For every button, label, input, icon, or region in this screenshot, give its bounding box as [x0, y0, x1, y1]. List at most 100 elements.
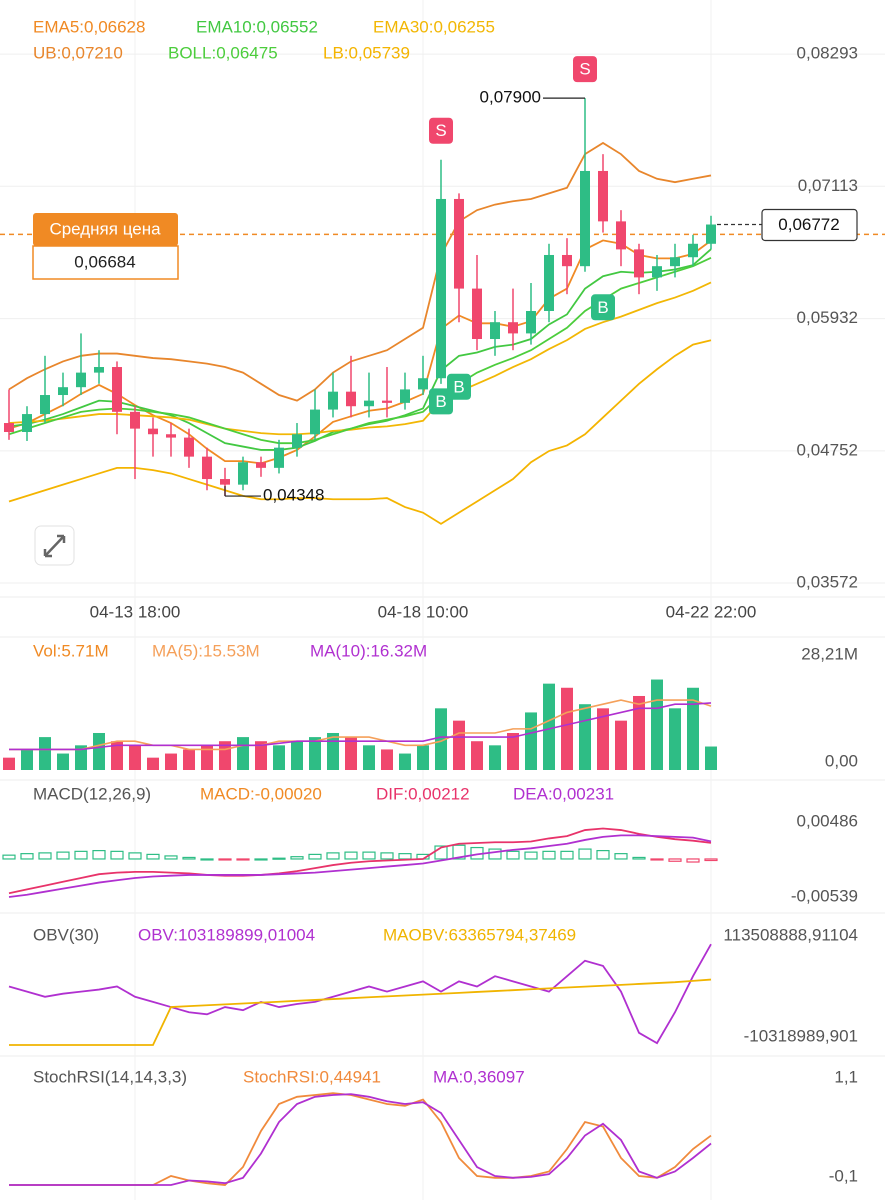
macd-bar — [200, 858, 214, 861]
legend-entry: EMA5:0,06628 — [33, 17, 145, 36]
volume-bar — [363, 745, 375, 770]
candle-body — [508, 322, 518, 334]
legend-entry: OBV:103189899,01004 — [138, 925, 315, 944]
macd-bar — [74, 850, 88, 860]
volume-bar — [111, 741, 123, 770]
signal-label: B — [453, 377, 464, 396]
macd-bar — [20, 853, 34, 860]
volume-bar — [201, 745, 213, 770]
indicator-line — [9, 1093, 712, 1186]
macd-bar — [38, 852, 52, 860]
y-tick-label: 0,00 — [825, 751, 858, 770]
volume-bar — [561, 687, 573, 770]
expand-button[interactable] — [34, 525, 75, 566]
macd-bar — [668, 858, 682, 862]
candle-body — [400, 389, 410, 403]
volume-bar — [489, 745, 501, 770]
candle-body — [598, 170, 608, 222]
indicator-line — [9, 699, 712, 751]
volume-bar — [147, 757, 159, 770]
volume-bar — [93, 732, 105, 770]
candle-body — [94, 367, 104, 373]
macd-bar — [164, 855, 178, 860]
avg-price-head — [33, 213, 178, 246]
candle-body — [310, 409, 320, 435]
volume-bar — [327, 732, 339, 770]
legend-entry: LB:0,05739 — [323, 43, 410, 62]
legend-entry: BOLL:0,06475 — [168, 43, 278, 62]
y-tick-label: 0,07113 — [798, 176, 858, 195]
macd-bar — [704, 858, 718, 862]
volume-bar — [687, 687, 699, 770]
legend-entry: MA(5):15.53M — [152, 641, 260, 660]
x-tick-label: 04-13 18:00 — [90, 602, 181, 621]
volume-bar — [525, 712, 537, 770]
indicator-line — [8, 943, 712, 1045]
candle-body — [616, 221, 626, 250]
macd-bar — [254, 858, 268, 861]
candle-body — [688, 243, 698, 258]
volume-bar — [255, 741, 267, 770]
candle-body — [4, 423, 14, 432]
macd-bar — [236, 858, 250, 861]
indicator-line — [8, 827, 712, 895]
y-tick-label: 0,03572 — [797, 572, 858, 591]
y-tick-label: 1,1 — [834, 1067, 858, 1086]
panel-title: OBV(30) — [33, 925, 99, 944]
x-tick-label: 04-18 10:00 — [378, 602, 469, 621]
volume-bar — [57, 753, 69, 770]
candle-body — [76, 372, 86, 388]
volume-bar — [3, 757, 15, 770]
macd-bar — [506, 850, 520, 860]
y-tick-label: -10318989,901 — [744, 1026, 858, 1045]
volume-bar — [183, 749, 195, 770]
macd-bar — [524, 851, 538, 860]
volume-bar — [597, 708, 609, 770]
macd-bar — [290, 856, 304, 860]
volume-bar — [381, 749, 393, 770]
y-tick-label: -0,1 — [829, 1166, 858, 1185]
legend-entry: MACD:-0,00020 — [200, 784, 322, 803]
legend-entry: MAOBV:63365794,37469 — [383, 925, 576, 944]
macd-bar — [578, 848, 592, 860]
indicator-line — [8, 834, 712, 898]
indicator-line — [9, 978, 712, 1046]
annotation-label: 0,04348 — [263, 486, 324, 505]
volume-bar — [237, 737, 249, 770]
candle-body — [544, 254, 554, 311]
volume-bar — [507, 732, 519, 770]
volume-bar — [39, 737, 51, 770]
volume-bar — [615, 720, 627, 770]
avg-price-value: 0,06684 — [74, 252, 135, 271]
avg-price-box — [32, 245, 179, 280]
expand-icon[interactable] — [43, 534, 66, 558]
candle-body — [40, 395, 50, 415]
macd-bar — [56, 851, 70, 860]
macd-bar — [560, 850, 574, 860]
volume-bar — [651, 679, 663, 770]
macd-bar — [686, 858, 700, 863]
legend-entry: MA:0,36097 — [433, 1067, 525, 1086]
macd-bar — [128, 852, 142, 860]
signal-marker — [573, 56, 597, 83]
candle-body — [148, 428, 158, 435]
legend-entry: EMA10:0,06552 — [196, 17, 318, 36]
volume-bar — [165, 753, 177, 770]
candle-body — [382, 400, 392, 403]
macd-bar — [488, 848, 502, 860]
panel-title: StochRSI(14,14,3,3) — [33, 1067, 187, 1086]
volume-bar — [471, 741, 483, 770]
candle-body — [238, 462, 248, 485]
candle-body — [58, 387, 68, 396]
panel-title: MACD(12,26,9) — [33, 784, 151, 803]
macd-bar — [2, 854, 16, 860]
macd-bar — [146, 853, 160, 860]
volume-bar — [21, 749, 33, 770]
candle-body — [526, 310, 536, 334]
macd-bar — [218, 858, 232, 861]
macd-bar — [452, 844, 466, 860]
volume-bar — [75, 745, 87, 770]
volume-bar — [705, 746, 717, 770]
